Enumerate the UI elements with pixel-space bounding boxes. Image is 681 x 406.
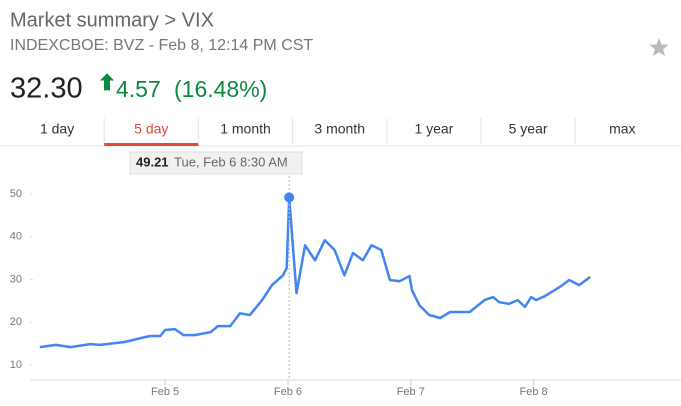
tab-underline <box>104 143 199 146</box>
tab[interactable]: 5 year <box>509 121 548 137</box>
x-tick-label: Feb 5 <box>151 386 179 398</box>
y-tick-label: 20 <box>10 316 22 328</box>
tab[interactable]: 3 month <box>314 121 365 137</box>
tab[interactable]: 1 month <box>220 121 271 137</box>
tab[interactable]: 5 day <box>134 121 168 137</box>
y-tick-label: 50 <box>10 188 22 200</box>
star-button[interactable] <box>649 38 669 56</box>
y-tick-label: 30 <box>10 273 22 285</box>
tab[interactable]: 1 day <box>40 121 74 137</box>
tab[interactable]: max <box>609 121 635 137</box>
tooltip-time: Tue, Feb 6 8:30 AM <box>174 154 288 169</box>
y-tick-label: 10 <box>10 359 22 371</box>
price: 32.30 <box>10 73 83 105</box>
hover-point <box>284 192 295 203</box>
y-tick-label: 40 <box>10 231 22 243</box>
up-arrow <box>100 73 114 91</box>
change-percent: (16.48%) <box>174 76 267 102</box>
tab[interactable]: 1 year <box>414 121 453 137</box>
tooltip-value: 49.21 <box>136 154 169 169</box>
x-tick-label: Feb 8 <box>520 386 548 398</box>
title: Market summary > VIX <box>10 9 214 31</box>
change: 4.57 <box>116 76 161 102</box>
x-tick-label: Feb 6 <box>274 386 302 398</box>
price-line <box>39 196 591 349</box>
x-tick-label: Feb 7 <box>397 386 425 398</box>
subtitle: INDEXCBOE: BVZ - Feb 8, 12:14 PM CST <box>10 37 313 54</box>
tooltip-box <box>129 151 303 175</box>
